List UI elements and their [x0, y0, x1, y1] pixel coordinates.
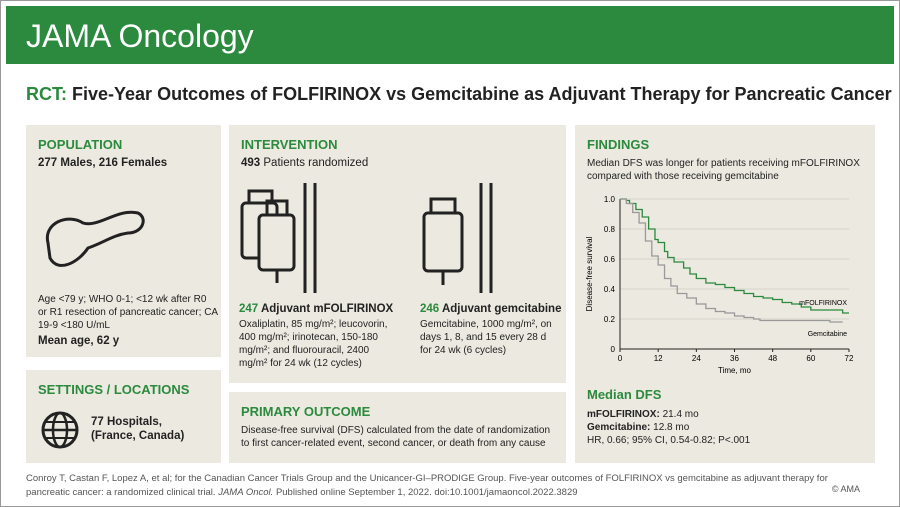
km-chart: 0 0.2 0.4 0.6 0.8 1.0 0 12 24 36 48 60 72 Time, mo Dis… [585, 195, 854, 375]
iv-bags-icon [240, 183, 317, 293]
m1-value: 21.4 mo [662, 409, 699, 420]
journal-title: JAMA Oncology [26, 18, 254, 54]
findings-panel: FINDINGS Median DFS was longer for patie… [575, 125, 875, 463]
x-tick-label: 60 [806, 354, 815, 363]
y-tick-label: 1.0 [604, 195, 616, 204]
y-tick-label: 0.2 [604, 315, 616, 324]
population-criteria: Age <79 y; WHO 0-1; <12 wk after R0 or R… [38, 294, 218, 331]
y-tick-label: 0.8 [604, 225, 616, 234]
title-text: Five-Year Outcomes of FOLFIRINOX vs Gemc… [72, 84, 892, 104]
population-heading: POPULATION [38, 137, 123, 152]
arm2-detail: Gemcitabine, 1000 mg/m², on days 1, 8, a… [420, 319, 552, 356]
m1-label: mFOLFIRINOX: [587, 409, 660, 420]
stats: HR, 0.66; 95% CI, 0.54-0.82; P<.001 [587, 435, 751, 446]
arm2-label: Adjuvant gemcitabine [441, 303, 562, 315]
intervention-panel: INTERVENTION 493 Patients randomized 247… [229, 125, 566, 383]
x-tick-label: 36 [730, 354, 739, 363]
mean-age: Mean age, 62 y [38, 335, 120, 347]
primary-outcome-text: Disease-free survival (DFS) calculated f… [241, 425, 551, 449]
series-label: Gemcitabine [808, 331, 847, 338]
primary-outcome-panel: PRIMARY OUTCOME Disease-free survival (D… [229, 392, 566, 463]
x-tick-label: 24 [692, 354, 701, 363]
primary-outcome-heading: PRIMARY OUTCOME [241, 404, 371, 419]
citation-text: Conroy T, Castan F, Lopez A, et al; for … [26, 473, 828, 498]
x-axis-label: Time, mo [718, 366, 752, 375]
m2-value: 12.8 mo [653, 422, 690, 433]
settings-line2: (France, Canada) [91, 430, 185, 442]
findings-text: Median DFS was longer for patients recei… [587, 158, 860, 182]
globe-icon [41, 411, 79, 449]
randomized-count: 493 [241, 157, 261, 169]
settings-line1: 77 Hospitals, [91, 416, 162, 428]
series-label: mFOLFIRINOX [799, 300, 847, 307]
copyright: © AMA [831, 484, 860, 494]
y-tick-label: 0.6 [604, 255, 616, 264]
x-tick-label: 12 [654, 354, 663, 363]
settings-heading: SETTINGS / LOCATIONS [38, 382, 190, 397]
arm1-detail: Oxaliplatin, 85 mg/m²; leucovorin, 400 m… [239, 319, 388, 369]
population-summary: 277 Males, 216 Females [38, 157, 168, 169]
arm1-n: 247 [239, 303, 259, 315]
citation-journal: JAMA Oncol. [218, 487, 274, 498]
series-line-mfolfirinox [620, 198, 849, 314]
x-tick-label: 0 [618, 354, 623, 363]
y-tick-label: 0.4 [604, 285, 616, 294]
iv-bag-icon [422, 183, 493, 293]
median-heading: Median DFS [587, 387, 662, 402]
x-tick-label: 72 [845, 354, 854, 363]
y-tick-label: 0 [611, 345, 616, 354]
header-bar: JAMA Oncology [6, 6, 894, 64]
page-title: RCT: Five-Year Outcomes of FOLFIRINOX vs… [26, 84, 892, 105]
settings-panel: SETTINGS / LOCATIONS 77 Hospitals, (Fran… [26, 370, 221, 463]
findings-heading: FINDINGS [587, 137, 650, 152]
series-line-gemcitabine [620, 198, 843, 323]
y-axis-label: Disease-free survival [585, 236, 594, 311]
x-tick-label: 48 [768, 354, 777, 363]
citation: Conroy T, Castan F, Lopez A, et al; for … [26, 472, 846, 500]
randomized-label: Patients randomized [263, 157, 369, 169]
population-panel: POPULATION 277 Males, 216 Females Age <7… [26, 125, 221, 357]
arm1-label: Adjuvant mFOLFIRINOX [260, 303, 394, 315]
m2-label: Gemcitabine: [587, 422, 651, 433]
citation-rest: Published online September 1, 2022. doi:… [275, 487, 578, 498]
intervention-heading: INTERVENTION [241, 137, 338, 152]
pancreas-icon [45, 210, 145, 267]
arm2-n: 246 [420, 303, 440, 315]
title-prefix: RCT: [26, 84, 67, 104]
